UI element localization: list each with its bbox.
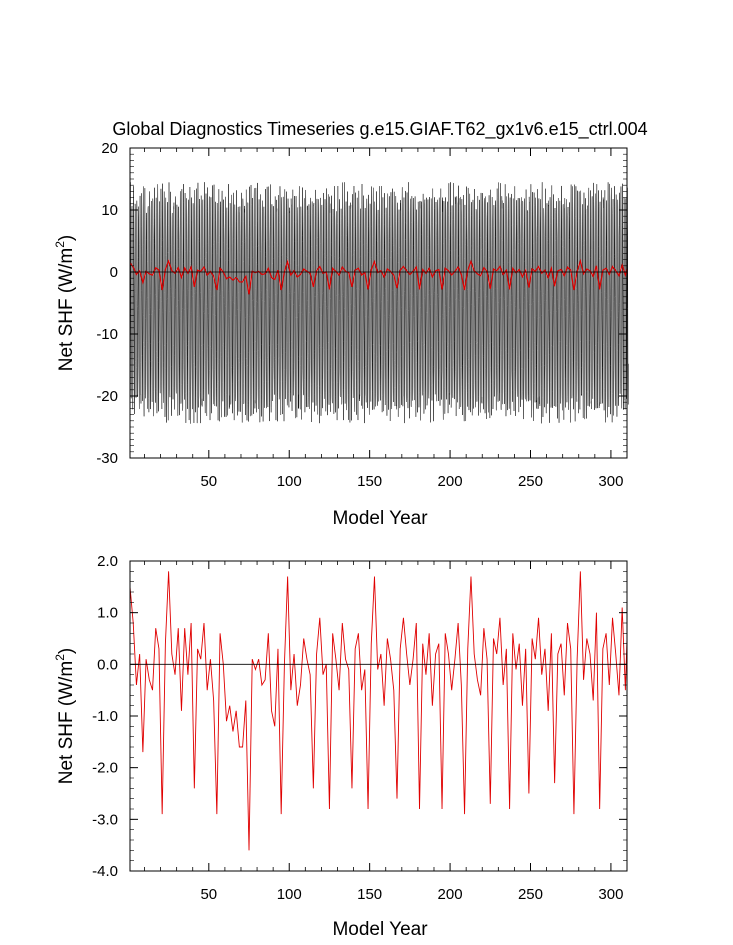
top-chart-ticks: 50 100 150 200 250 300 -30 -20 -10 0 10 20 <box>96 140 627 490</box>
bottom-chart-plot-frame <box>129 560 628 872</box>
bottom-chart-series-group <box>129 571 628 851</box>
bottom-chart-ytick-label: 0.0 <box>97 656 118 673</box>
bottom-chart-ytick-label: 2.0 <box>97 553 118 570</box>
bottom-chart-ylabel-end: ) <box>56 648 77 654</box>
top-chart-ytick-label: -30 <box>96 450 118 467</box>
top-chart-ytick-label: -20 <box>96 388 118 405</box>
bottom-chart-ytick-label: -1.0 <box>92 708 118 725</box>
top-chart-ytick-label: -10 <box>96 326 118 343</box>
top-chart-black-series <box>129 182 629 424</box>
bottom-chart-xtick-label: 300 <box>598 886 623 903</box>
top-chart-xtick-label: 250 <box>518 473 543 490</box>
top-chart-xtick-label: 300 <box>598 473 623 490</box>
bottom-chart-ytick-label: 1.0 <box>97 605 118 622</box>
top-chart: Global Diagnostics Timeseries g.e15.GIAF… <box>53 119 648 529</box>
top-chart-ytick-label: 10 <box>101 202 118 219</box>
bottom-chart-xtick-label: 250 <box>518 886 543 903</box>
top-chart-ylabel: Net SHF (W/m2) <box>53 235 77 372</box>
top-chart-xtick-label: 50 <box>200 473 217 490</box>
top-chart-ytick-label: 20 <box>101 140 118 157</box>
top-chart-ylabel-sup: 2 <box>53 241 67 248</box>
bottom-chart-ticks: 50 100 150 200 250 300 -4.0 -3.0 -2.0 -1.0 0.0 1.0 2… <box>92 553 627 903</box>
bottom-chart: 50 100 150 200 250 300 -4.0 -3.0 -2.0 -1.0 0.0 1.0 2… <box>53 553 628 940</box>
top-chart-xtick-label: 150 <box>357 473 382 490</box>
top-chart-xtick-label: 200 <box>438 473 463 490</box>
top-chart-ytick-label: 0 <box>110 264 118 281</box>
bottom-chart-ytick-label: -4.0 <box>92 863 118 880</box>
bottom-chart-xtick-label: 50 <box>200 886 217 903</box>
top-chart-xlabel: Model Year <box>332 508 428 529</box>
bottom-chart-xtick-label: 100 <box>277 886 302 903</box>
top-chart-xtick-label: 100 <box>277 473 302 490</box>
bottom-chart-ytick-label: -2.0 <box>92 760 118 777</box>
bottom-chart-ylabel: Net SHF (W/m2) <box>53 648 77 785</box>
top-chart-ylabel-end: ) <box>56 235 77 241</box>
top-chart-ylabel-main: Net SHF (W/m <box>56 248 77 372</box>
bottom-chart-ytick-label: -3.0 <box>92 811 118 828</box>
bottom-chart-xtick-label: 150 <box>357 886 382 903</box>
top-chart-title: Global Diagnostics Timeseries g.e15.GIAF… <box>112 119 647 140</box>
bottom-chart-xlabel: Model Year <box>332 919 428 940</box>
bottom-chart-xtick-label: 200 <box>438 886 463 903</box>
bottom-chart-ylabel-main: Net SHF (W/m <box>56 661 77 785</box>
top-chart-series-group <box>129 182 629 424</box>
bottom-chart-ylabel-sup: 2 <box>53 654 67 661</box>
bottom-chart-red-series <box>129 571 628 851</box>
